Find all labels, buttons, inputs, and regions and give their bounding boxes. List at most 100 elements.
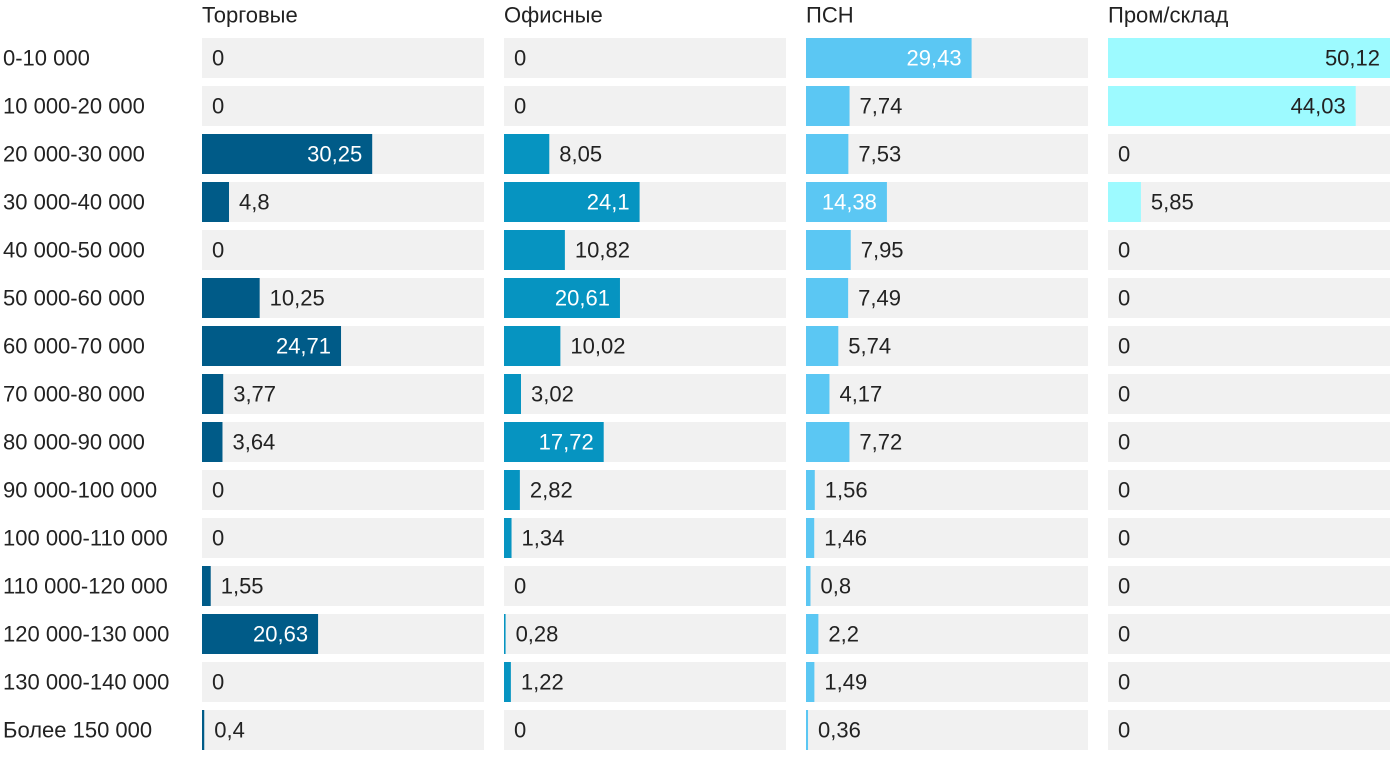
data-label: 1,46 xyxy=(824,526,867,551)
bar xyxy=(1108,86,1356,126)
bar xyxy=(504,134,550,174)
bar-track xyxy=(806,374,1088,414)
category-label: 40 000-50 000 xyxy=(3,238,145,263)
bar xyxy=(806,230,851,270)
bar-track xyxy=(806,662,1088,702)
category-label: 50 000-60 000 xyxy=(3,286,145,311)
data-label: 44,03 xyxy=(1291,94,1346,119)
category-label: 120 000-130 000 xyxy=(3,622,169,647)
data-label: 5,74 xyxy=(848,334,891,359)
bar xyxy=(504,326,561,366)
bar-track xyxy=(202,422,484,462)
data-label: 3,77 xyxy=(233,382,276,407)
bar-track xyxy=(1108,422,1390,462)
data-label: 2,82 xyxy=(530,478,573,503)
data-label: 2,2 xyxy=(828,622,859,647)
data-label: 0 xyxy=(1118,670,1130,695)
data-label: 24,71 xyxy=(276,334,331,359)
bar xyxy=(202,566,211,606)
data-label: 7,53 xyxy=(858,142,901,167)
bar xyxy=(806,38,972,78)
data-label: 0 xyxy=(514,574,526,599)
bar-track xyxy=(1108,566,1390,606)
bar xyxy=(806,566,811,606)
bar-track xyxy=(202,518,484,558)
data-label: 50,12 xyxy=(1325,46,1380,71)
data-label: 0,4 xyxy=(214,718,245,743)
bar-track xyxy=(806,470,1088,510)
series-title: Торговые xyxy=(202,3,298,28)
bar-track xyxy=(1108,326,1390,366)
data-label: 30,25 xyxy=(307,142,362,167)
data-label: 14,38 xyxy=(822,190,877,215)
data-label: 0 xyxy=(1118,382,1130,407)
bar xyxy=(202,182,230,222)
data-label: 4,8 xyxy=(239,190,270,215)
bar-track xyxy=(202,230,484,270)
data-label: 1,34 xyxy=(522,526,565,551)
bar xyxy=(806,470,815,510)
bar-track xyxy=(504,38,786,78)
bar xyxy=(806,662,815,702)
data-label: 0,28 xyxy=(516,622,559,647)
bar xyxy=(504,614,506,654)
data-label: 10,02 xyxy=(570,334,625,359)
bar xyxy=(1108,182,1141,222)
bar xyxy=(806,134,849,174)
bar-track xyxy=(504,518,786,558)
data-label: 0 xyxy=(1118,718,1130,743)
bar-track xyxy=(504,662,786,702)
bar-track xyxy=(1108,662,1390,702)
data-label: 20,63 xyxy=(253,622,308,647)
data-label: 29,43 xyxy=(907,46,962,71)
bar xyxy=(806,374,830,414)
bar-track xyxy=(202,566,484,606)
bar xyxy=(806,710,809,750)
bar-track xyxy=(202,710,484,750)
bar-track xyxy=(504,566,786,606)
category-label: 110 000-120 000 xyxy=(3,574,168,599)
category-label: 10 000-20 000 xyxy=(3,94,145,119)
bar xyxy=(1108,38,1390,78)
data-label: 0 xyxy=(212,94,224,119)
category-label: 100 000-110 000 xyxy=(3,526,168,551)
bar-track xyxy=(202,86,484,126)
category-label: 70 000-80 000 xyxy=(3,382,145,407)
bar xyxy=(504,470,520,510)
data-label: 0 xyxy=(1118,286,1130,311)
bar xyxy=(806,182,887,222)
bar xyxy=(202,710,205,750)
bar-track xyxy=(1108,134,1390,174)
data-label: 7,72 xyxy=(859,430,902,455)
bar-track xyxy=(202,374,484,414)
bar-track xyxy=(806,710,1088,750)
data-label: 0 xyxy=(212,670,224,695)
bar xyxy=(806,518,815,558)
data-label: 0 xyxy=(1118,526,1130,551)
bar xyxy=(504,374,521,414)
bar-track xyxy=(504,134,786,174)
bar-track xyxy=(806,614,1088,654)
category-label: 30 000-40 000 xyxy=(3,190,145,215)
bar xyxy=(202,614,319,654)
data-label: 0,36 xyxy=(818,718,861,743)
bar xyxy=(504,662,511,702)
data-label: 1,49 xyxy=(824,670,867,695)
bar xyxy=(504,518,512,558)
data-label: 3,02 xyxy=(531,382,574,407)
bar xyxy=(202,278,260,318)
data-label: 8,05 xyxy=(559,142,602,167)
data-label: 3,64 xyxy=(232,430,275,455)
data-label: 20,61 xyxy=(555,286,610,311)
bar-track xyxy=(806,278,1088,318)
data-label: 0 xyxy=(212,478,224,503)
data-label: 1,22 xyxy=(521,670,564,695)
bar xyxy=(806,278,849,318)
series-title: Пром/склад xyxy=(1108,3,1228,28)
data-label: 0 xyxy=(1118,238,1130,263)
bar-track xyxy=(202,38,484,78)
category-label: Более 150 000 xyxy=(3,718,152,743)
bar-track xyxy=(806,230,1088,270)
bar-track xyxy=(504,374,786,414)
